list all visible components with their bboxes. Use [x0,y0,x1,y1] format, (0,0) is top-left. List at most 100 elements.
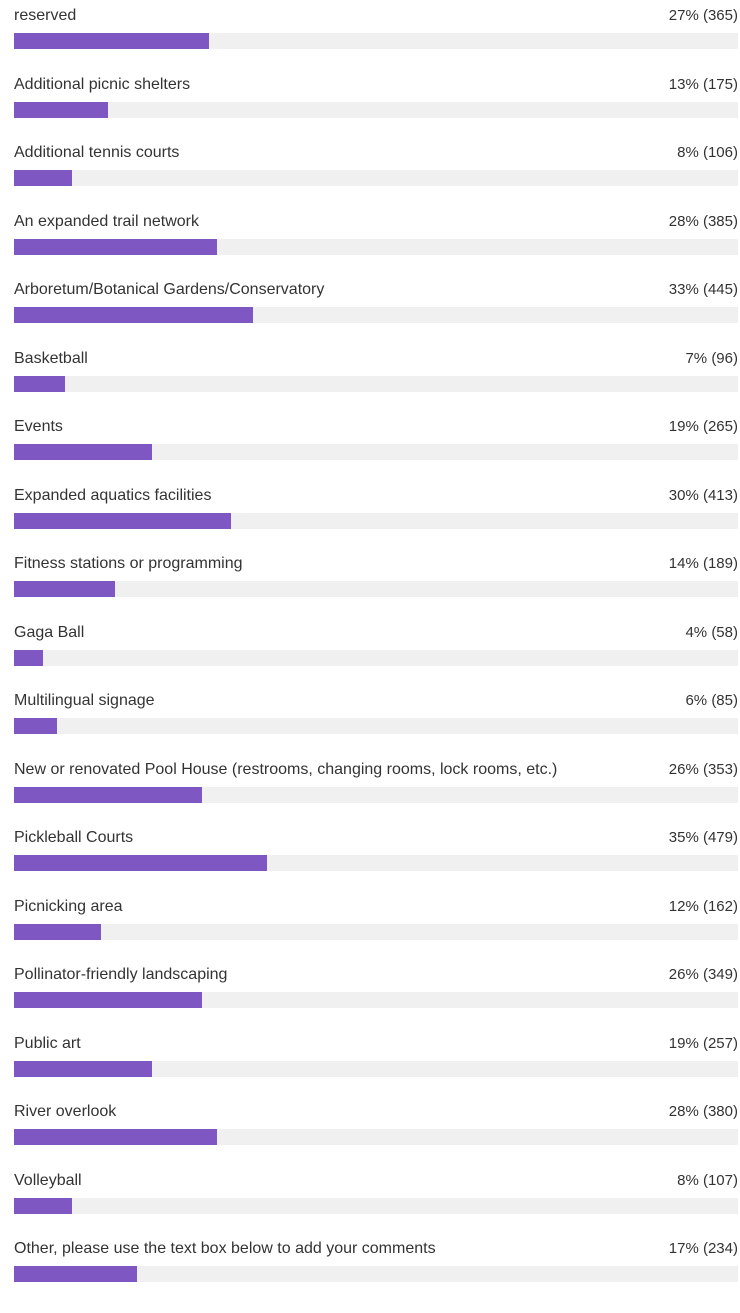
bar [14,855,268,871]
value-label: 14% (189) [668,555,738,572]
row-header: Public art 19% (257) [14,1030,738,1058]
option-label: Other, please use the text box below to … [14,1240,436,1257]
option-label: Pickleball Courts [14,829,134,846]
option-label: Pollinator-friendly landscaping [14,966,228,983]
result-row: Arboretum/Botanical Gardens/Conservatory… [14,276,738,323]
value-label: 26% (353) [668,760,738,778]
value-label: 28% (380) [668,1103,738,1120]
row-header: Arboretum/Botanical Gardens/Conservatory… [14,276,738,304]
bar [14,581,116,597]
bar-track [14,33,738,49]
row-header: Expanded aquatics facilities 30% (413) [14,482,738,510]
option-label: Expanded aquatics facilities [14,486,212,504]
row-header: Picnicking area 12% (162) [14,893,738,921]
row-header: Gaga Ball 4% (58) [14,619,738,647]
value-label: 8% (106) [677,144,738,161]
bar [14,307,253,323]
result-row: Expanded aquatics facilities 30% (413) [14,482,738,529]
result-row: River overlook 28% (380) [14,1098,738,1145]
bar-track [14,718,738,734]
option-label: Multilingual signage [14,692,155,709]
result-row: Volleyball 8% (107) [14,1167,738,1214]
bar-track [14,375,738,392]
result-row: reserved 27% (365) [14,2,738,49]
bar [14,992,203,1008]
bar [14,512,232,529]
option-label: Volleyball [14,1171,82,1189]
bar-track [14,992,738,1008]
option-label: New or renovated Pool House (restrooms, … [14,760,558,778]
row-header: Multilingual signage 6% (85) [14,687,738,715]
row-header: Fitness stations or programming 14% (189) [14,550,738,578]
value-label: 27% (365) [668,7,738,24]
result-row: Other, please use the text box below to … [14,1235,738,1282]
result-row: Gaga Ball 4% (58) [14,619,738,666]
bar [14,923,101,940]
option-label: Events [14,418,63,435]
results-list: reserved 27% (365) Additional picnic shelt… [14,2,738,1304]
value-label: 28% (385) [668,212,738,230]
bar [14,375,65,392]
row-header: Events 19% (265) [14,413,738,441]
result-row: Public art 19% (257) [14,1030,738,1077]
row-header: Pickleball Courts 35% (479) [14,824,738,852]
bar-track [14,1129,738,1145]
value-label: 35% (479) [668,829,738,846]
value-label: 7% (96) [685,349,738,367]
bar-track [14,512,738,529]
row-header: An expanded trail network 28% (385) [14,208,738,236]
row-header: New or renovated Pool House (restrooms, … [14,756,738,784]
value-label: 19% (265) [668,418,738,435]
row-header: River overlook 28% (380) [14,1098,738,1126]
bar [14,1266,138,1282]
value-label: 12% (162) [668,897,738,915]
bar-track [14,1060,738,1077]
value-label: 13% (175) [668,75,738,93]
bar [14,238,217,255]
value-label: 6% (85) [685,692,738,709]
option-label: Additional picnic shelters [14,75,191,93]
value-label: 4% (58) [685,623,738,641]
bar-track [14,307,738,323]
bar [14,170,72,186]
value-label: 30% (413) [668,486,738,504]
bar-track [14,238,738,255]
row-header: Pollinator-friendly landscaping 26% (349) [14,961,738,989]
result-row: Fitness stations or programming 14% (189) [14,550,738,597]
row-header: reserved 27% (365) [14,2,738,30]
row-header: Basketball 7% (96) [14,345,738,373]
bar-track [14,444,738,460]
bar [14,444,152,460]
value-label: 33% (445) [668,281,738,298]
bar-track [14,786,738,803]
value-label: 26% (349) [668,966,738,983]
result-row: An expanded trail network 28% (385) [14,208,738,255]
bar [14,649,43,666]
option-label: Arboretum/Botanical Gardens/Conservatory [14,281,325,298]
option-label: Basketball [14,349,88,367]
row-header: Additional picnic shelters 13% (175) [14,71,738,99]
result-row: New or renovated Pool House (restrooms, … [14,756,738,803]
row-header: Volleyball 8% (107) [14,1167,738,1195]
bar-track [14,855,738,871]
value-label: 17% (234) [668,1240,738,1257]
bar [14,1129,217,1145]
bar-track [14,1197,738,1214]
result-row: Events 19% (265) [14,413,738,460]
bar [14,1197,72,1214]
option-label: Fitness stations or programming [14,555,243,572]
option-label: Public art [14,1034,81,1052]
bar [14,33,210,49]
row-header: Additional tennis courts 8% (106) [14,139,738,167]
bar [14,1060,152,1077]
bar-track [14,923,738,940]
row-header: Other, please use the text box below to … [14,1235,738,1263]
bar-track [14,1266,738,1282]
result-row: Multilingual signage 6% (85) [14,687,738,734]
result-row: Additional tennis courts 8% (106) [14,139,738,186]
value-label: 8% (107) [677,1171,738,1189]
bar [14,718,58,734]
bar [14,786,203,803]
bar [14,101,109,118]
